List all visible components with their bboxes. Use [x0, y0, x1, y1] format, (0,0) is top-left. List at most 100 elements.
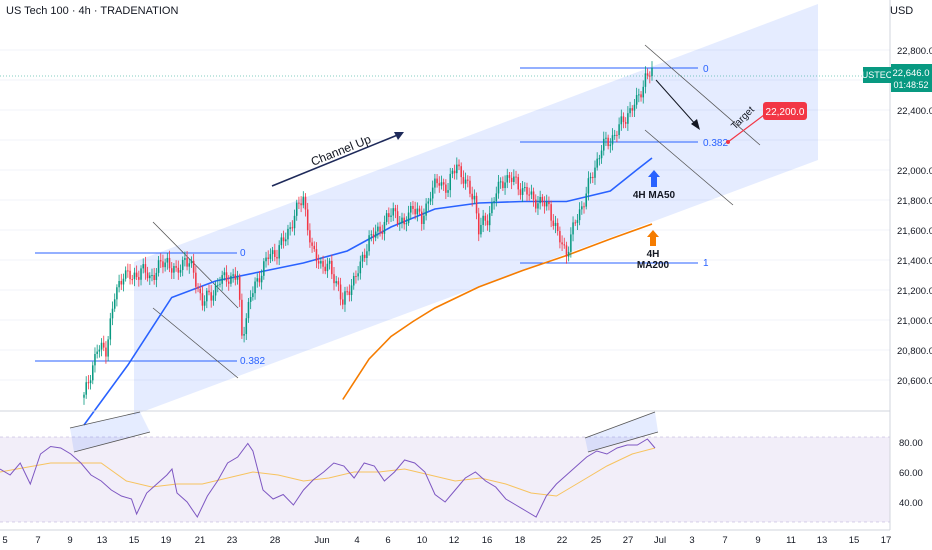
candle-body: [649, 75, 651, 77]
candle-body: [640, 94, 642, 98]
candle-body: [361, 254, 364, 262]
candle-body: [368, 235, 370, 252]
candle-body: [570, 234, 572, 252]
candle-body: [320, 261, 322, 264]
candle-body: [232, 274, 234, 276]
candle-body: [440, 182, 443, 186]
candle-body: [105, 347, 107, 357]
candle-body: [396, 211, 399, 224]
candle-body: [265, 257, 267, 262]
candle-body: [241, 299, 243, 336]
main-pane[interactable]: [0, 0, 890, 410]
candle-body: [589, 176, 592, 179]
candle-body: [98, 349, 101, 352]
candle-body: [482, 215, 484, 225]
time-scale-labels: 5 7 9 13 15 19 21 23 28 Jun 4 6 10 12 16 18 22 25 27 Jul 3 7 9…: [2, 535, 891, 546]
candle-body: [221, 275, 223, 284]
candle-body: [638, 94, 640, 96]
candle-body: [144, 264, 147, 273]
target-value-box[interactable]: [763, 102, 807, 120]
candle-body: [451, 170, 454, 174]
candle-body: [473, 195, 476, 200]
candle-body: [409, 205, 412, 213]
candle-body: [611, 135, 614, 145]
candle-body: [274, 250, 276, 257]
candle-body: [585, 193, 587, 207]
currency-label[interactable]: USD: [890, 5, 914, 17]
price-tick-label: 21,200.0: [897, 286, 932, 297]
candle-body: [370, 234, 373, 236]
price-tick-label: 21,600.0: [897, 226, 932, 237]
candle-body: [113, 299, 116, 309]
candle-body: [436, 178, 438, 184]
candle-body: [624, 122, 627, 124]
candle-body: [414, 208, 416, 215]
rsi-tick-label: 60.00: [899, 468, 923, 479]
candle-body: [295, 202, 298, 216]
ma50-label: 4H MA50: [633, 190, 676, 201]
candle-body: [556, 222, 559, 232]
candle-body: [502, 181, 504, 189]
rsi-ma-path: [0, 447, 656, 497]
candle-body: [449, 173, 452, 191]
time-scale[interactable]: [0, 530, 932, 550]
fib-left[interactable]: 0 0.382: [35, 221, 265, 379]
candle-body: [258, 278, 261, 283]
price-tag[interactable]: [891, 64, 932, 92]
time-tick-label: 25: [591, 535, 602, 546]
candle-body: [651, 68, 653, 77]
candle-body: [541, 196, 544, 203]
candle-body: [629, 108, 631, 114]
candle-body: [344, 291, 346, 305]
candle-body: [554, 222, 557, 226]
rsi-channel-right[interactable]: [584, 411, 659, 453]
channel-arrow: [271, 133, 401, 187]
time-tick-label: 22: [557, 535, 568, 546]
candle-body: [642, 86, 644, 98]
candle-body: [545, 201, 548, 207]
price-tick-label: 22,800.0: [897, 46, 932, 57]
time-tick-label: 15: [129, 535, 140, 546]
candle-body: [486, 220, 489, 226]
candle-body: [357, 273, 359, 277]
candle-body: [519, 189, 522, 195]
candle-body: [392, 208, 394, 216]
time-tick-label: 15: [849, 535, 860, 546]
rsi-channel-left[interactable]: [69, 411, 151, 453]
fib-left-zero-label: 0: [240, 248, 246, 259]
candle-body: [298, 202, 300, 204]
projection-arrow-head: [691, 119, 700, 130]
ma50-arrow-icon: [648, 170, 660, 187]
candle-body: [504, 182, 506, 189]
candle-body: [567, 251, 570, 257]
symbol-tag[interactable]: [863, 67, 891, 83]
candle-body: [317, 261, 320, 264]
candle-body: [311, 242, 313, 246]
candle-body: [129, 270, 131, 280]
fib-right-one-label: 1: [703, 258, 709, 269]
candle-body: [532, 191, 535, 200]
fib-right[interactable]: 0 0.382 1: [520, 44, 761, 269]
candle-body: [508, 175, 511, 178]
candle-body: [587, 178, 590, 194]
time-tick-label: 23: [227, 535, 238, 546]
candle-body: [309, 230, 311, 243]
candle-body: [559, 231, 561, 243]
rsi-tick-label: 40.00: [899, 498, 923, 509]
candle-body: [572, 222, 574, 235]
candle-body: [429, 198, 432, 202]
candle-body: [576, 220, 579, 223]
symbol-tag-text: USTEC: [862, 70, 893, 80]
candles[interactable]: [83, 61, 653, 405]
candle-body: [491, 202, 493, 214]
candle-body: [131, 279, 134, 281]
candle-body: [256, 278, 259, 282]
candle-body: [631, 108, 634, 111]
candle-body: [600, 150, 603, 159]
candle-body: [122, 278, 125, 285]
candle-body: [173, 266, 175, 273]
candle-body: [219, 283, 221, 285]
candle-body: [552, 220, 555, 226]
rsi-band: [0, 437, 890, 522]
